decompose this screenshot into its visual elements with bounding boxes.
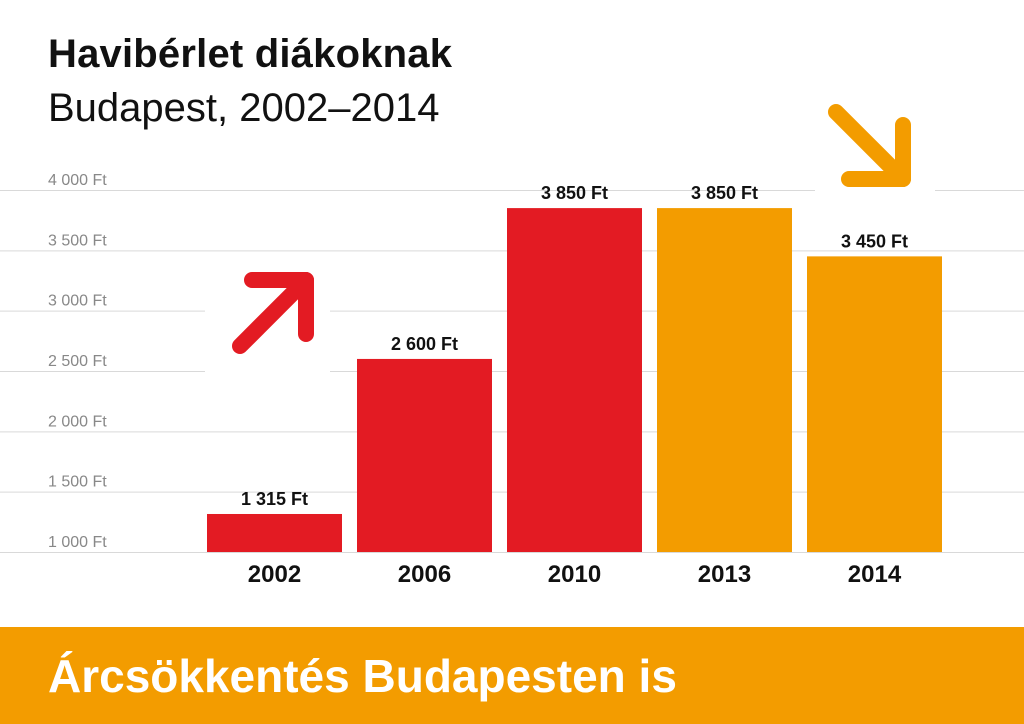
chart-title: Havibérlet diákoknak: [48, 32, 453, 76]
y-tick-label: 1 000 Ft: [48, 534, 107, 551]
y-tick-label: 2 500 Ft: [48, 353, 107, 370]
up-right-arrow-head: [244, 272, 314, 342]
bar: [507, 208, 642, 552]
bar-chart: 1 000 Ft 1 500 Ft 2 000 Ft 2 500 Ft 3 000 Ft…: [0, 104, 1024, 588]
bar: [807, 256, 942, 552]
down-right-arrow-icon: [828, 104, 911, 187]
bar: [657, 208, 792, 552]
y-tick-label: 4 000 Ft: [48, 172, 107, 189]
down-right-arrow-head: [841, 117, 911, 187]
data-label: 3 850 Ft: [691, 183, 758, 203]
data-label: 3 850 Ft: [541, 183, 608, 203]
y-tick-label: 2 000 Ft: [48, 413, 107, 430]
footer-banner: Árcsökkentés Budapesten is: [0, 627, 1024, 724]
data-label: 2 600 Ft: [391, 334, 458, 354]
banner-text: Árcsökkentés Budapesten is: [48, 650, 677, 702]
y-tick-label: 3 500 Ft: [48, 232, 107, 249]
up-right-arrow-icon: [232, 272, 314, 354]
y-tick-label: 3 000 Ft: [48, 293, 107, 310]
data-label: 3 450 Ft: [841, 231, 908, 251]
data-label: 1 315 Ft: [241, 489, 308, 509]
x-tick-label: 2013: [698, 561, 751, 588]
x-tick-label: 2002: [248, 561, 301, 588]
bar: [357, 358, 492, 552]
y-tick-label: 1 500 Ft: [48, 474, 107, 491]
chart-subtitle: Budapest, 2002–2014: [48, 86, 440, 130]
bar: [207, 513, 342, 552]
x-tick-label: 2014: [848, 561, 902, 588]
x-tick-label: 2006: [398, 561, 451, 588]
x-tick-label: 2010: [548, 561, 601, 588]
